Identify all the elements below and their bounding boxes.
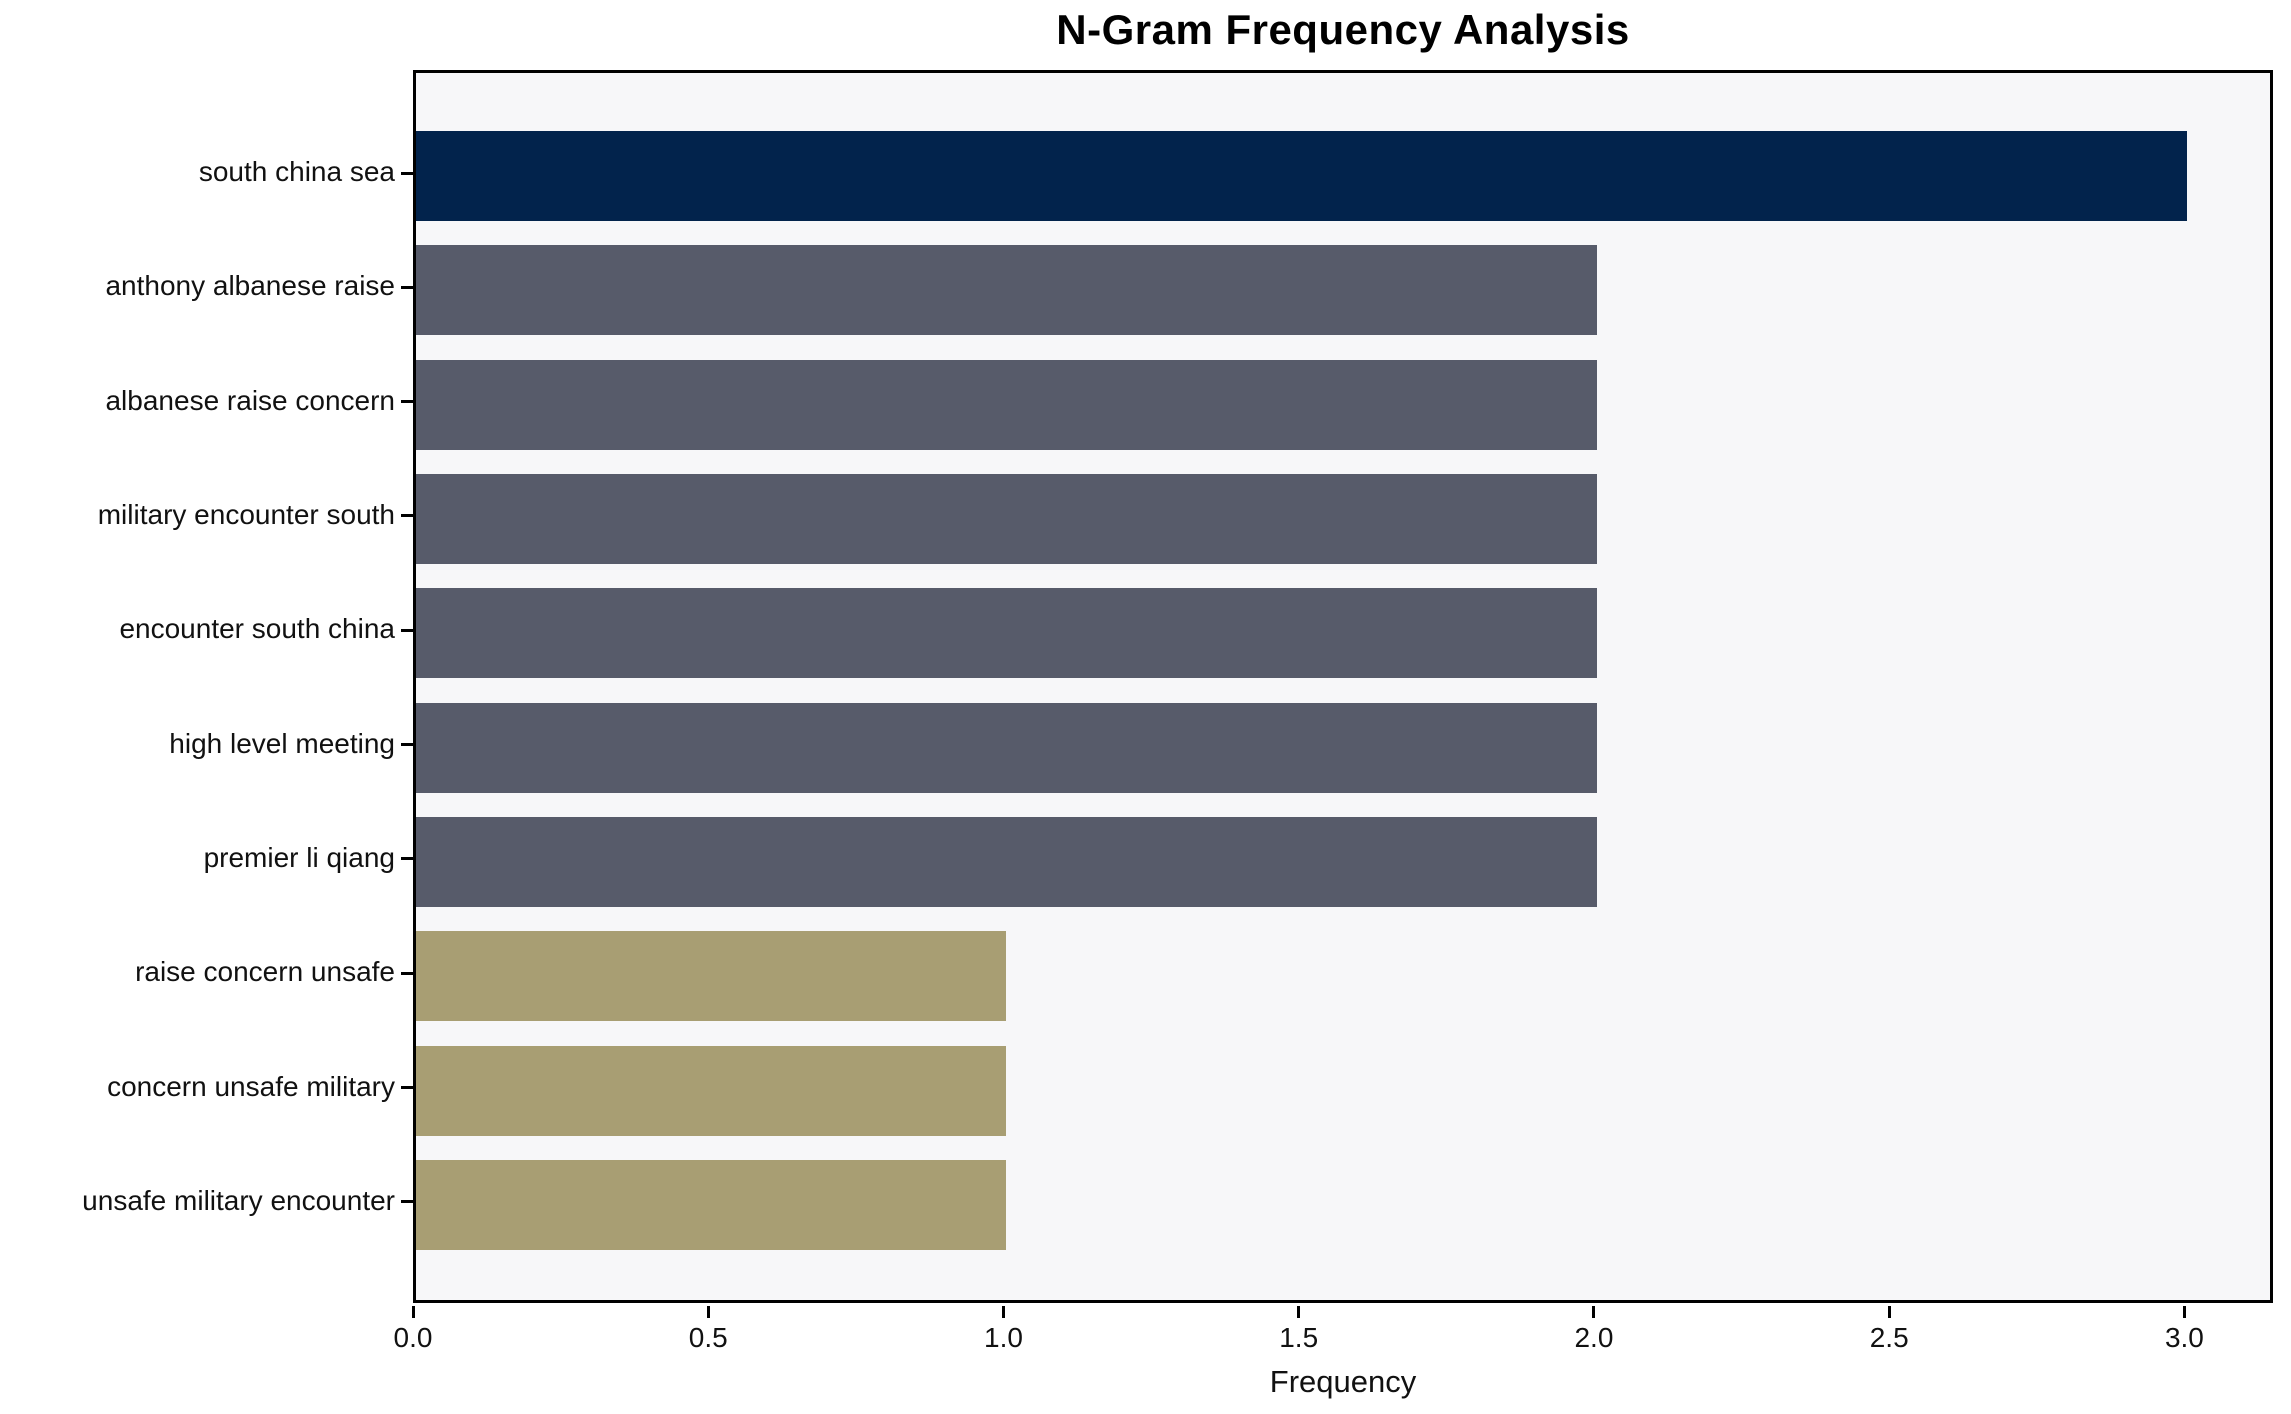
y-tick-label: concern unsafe military bbox=[107, 1070, 395, 1102]
y-tick-label: encounter south china bbox=[119, 613, 395, 645]
x-tick-label: 0.0 bbox=[393, 1322, 433, 1353]
x-tick-label: 0.5 bbox=[688, 1322, 728, 1353]
y-tick-label: south china sea bbox=[198, 156, 395, 187]
bar-concern-unsafe-military bbox=[416, 1045, 1007, 1136]
bar-premier-li-qiang bbox=[416, 816, 1597, 907]
y-tick-label: high level meeting bbox=[169, 727, 395, 759]
x-tick-label: 2.5 bbox=[1869, 1322, 1909, 1353]
bar-anthony-albanese-raise bbox=[416, 245, 1597, 336]
x-axis-title: Frequency bbox=[1269, 1364, 1417, 1399]
bar-military-encounter-south bbox=[416, 473, 1597, 564]
x-tick-label: 1.0 bbox=[984, 1322, 1023, 1353]
y-tick-label: anthony albanese raise bbox=[105, 270, 395, 302]
bar-south-china-sea bbox=[416, 131, 2188, 221]
bar-raise-concern-unsafe bbox=[416, 931, 1007, 1022]
x-tick-mark bbox=[1592, 1306, 1596, 1318]
bar-unsafe-military-encounter bbox=[416, 1159, 1007, 1250]
y-tick-label: unsafe military encounter bbox=[82, 1184, 395, 1216]
y-tick-mark bbox=[401, 971, 413, 975]
x-tick-mark bbox=[1297, 1306, 1301, 1318]
x-tick-mark bbox=[411, 1306, 415, 1318]
y-tick-mark bbox=[401, 743, 413, 747]
chart-title: N-Gram Frequency Analysis bbox=[1056, 6, 1630, 53]
x-tick-label: 2.0 bbox=[1574, 1322, 1614, 1353]
x-tick-label: 3.0 bbox=[2164, 1322, 2204, 1353]
x-tick-mark bbox=[706, 1306, 710, 1318]
y-tick-label: albanese raise concern bbox=[105, 384, 395, 416]
bar-high-level-meeting bbox=[416, 702, 1597, 793]
bar-albanese-raise-concern bbox=[416, 359, 1597, 450]
y-tick-mark bbox=[401, 1200, 413, 1204]
y-tick-mark bbox=[401, 857, 413, 861]
y-tick-mark bbox=[401, 285, 413, 289]
y-tick-label: premier li qiang bbox=[203, 841, 395, 873]
x-tick-mark bbox=[1001, 1306, 1005, 1318]
bar-encounter-south-china bbox=[416, 588, 1597, 679]
y-tick-mark bbox=[401, 171, 413, 175]
x-tick-label: 1.5 bbox=[1279, 1322, 1319, 1353]
y-tick-label: raise concern unsafe bbox=[135, 956, 395, 988]
x-tick-mark bbox=[1887, 1306, 1891, 1318]
y-tick-mark bbox=[401, 1086, 413, 1090]
y-tick-label: military encounter south bbox=[97, 498, 395, 530]
y-tick-mark bbox=[401, 514, 413, 518]
plot-area bbox=[413, 70, 2273, 1303]
y-tick-mark bbox=[401, 628, 413, 632]
y-tick-mark bbox=[401, 400, 413, 404]
x-tick-mark bbox=[2182, 1306, 2186, 1318]
